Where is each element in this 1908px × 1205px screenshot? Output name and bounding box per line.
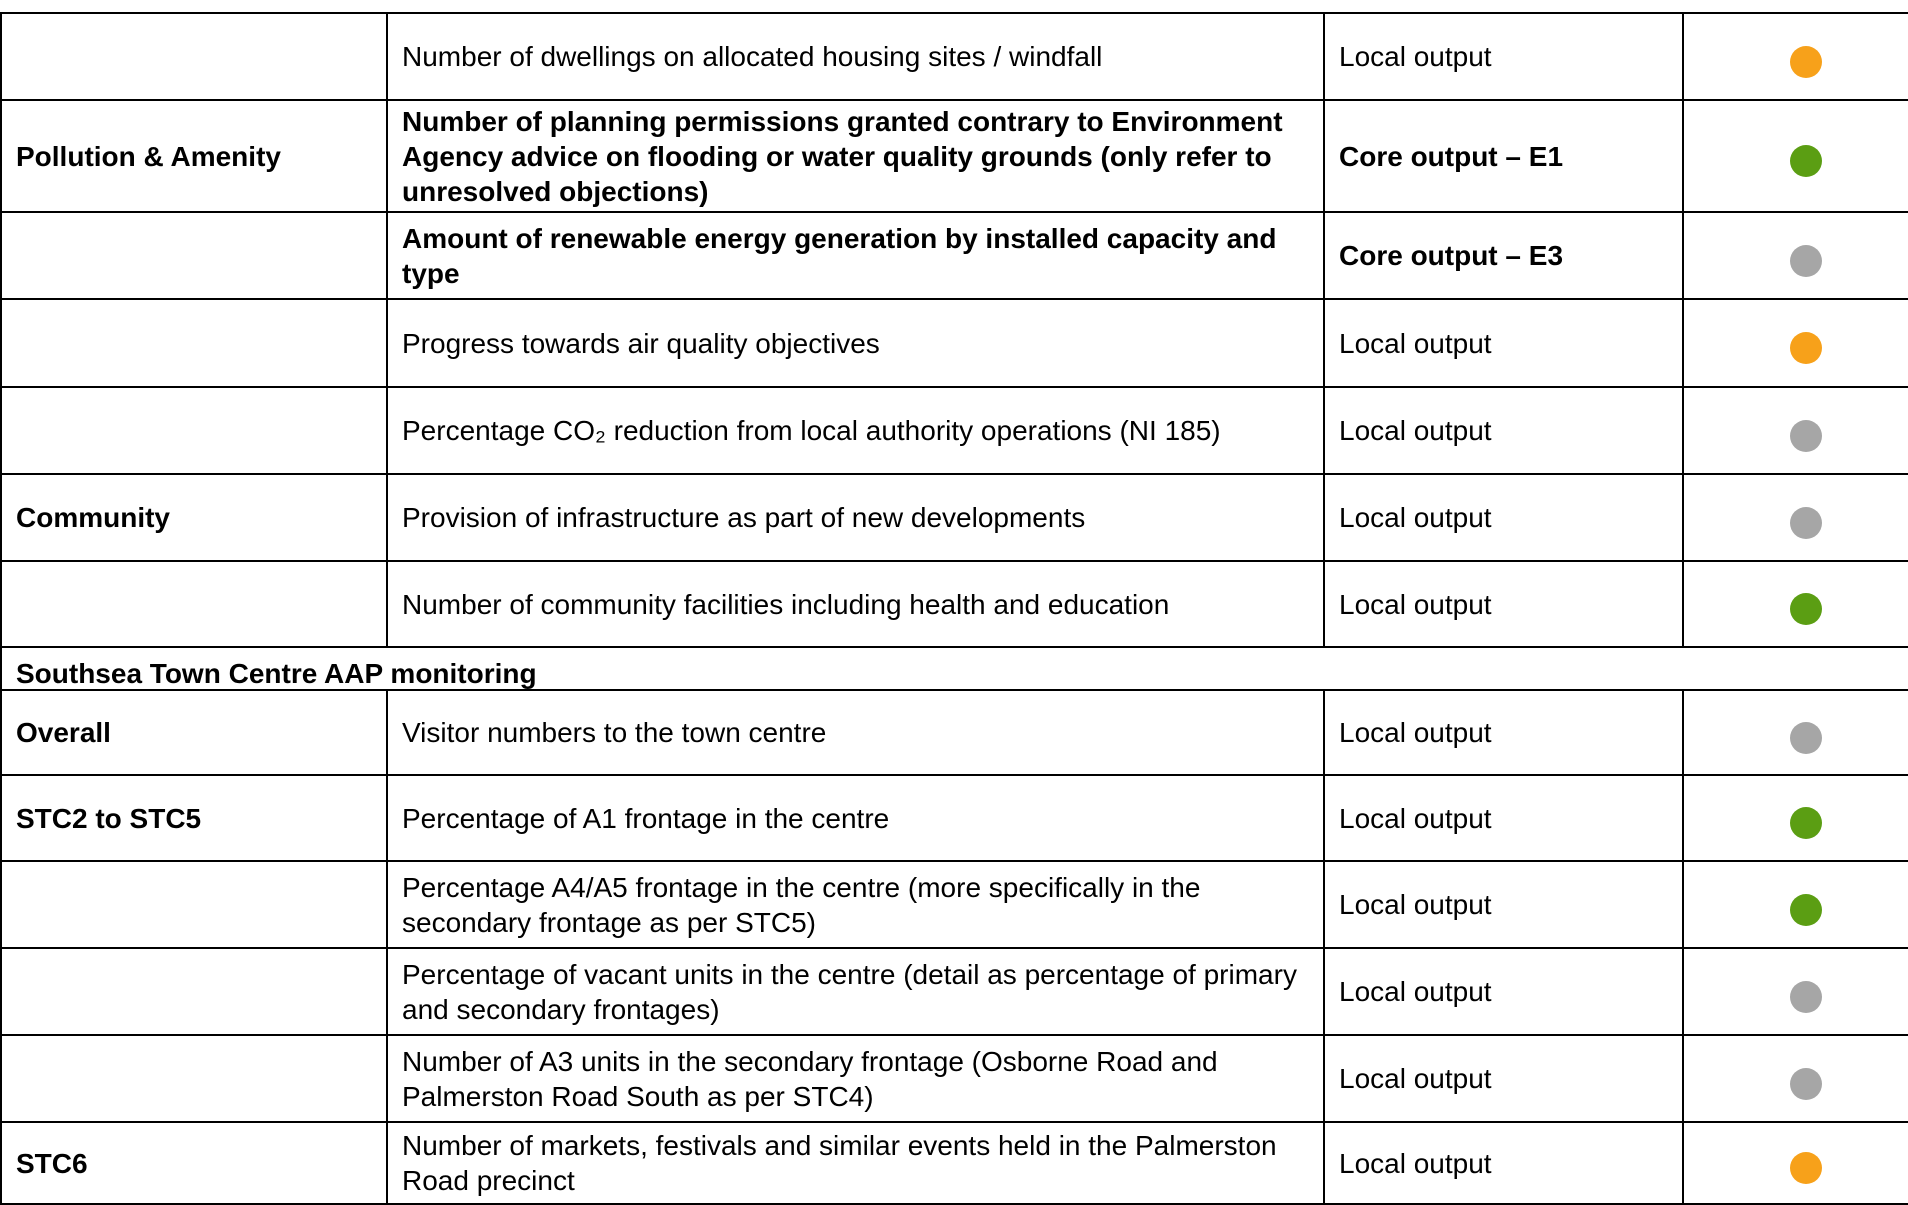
- status-dot: [1790, 1067, 1822, 1100]
- type-cell: Local output: [1323, 947, 1684, 1036]
- status-cell: [1682, 774, 1908, 862]
- indicator-cell: Amount of renewable energy generation by…: [386, 211, 1325, 300]
- indicator-cell: Number of dwellings on allocated housing…: [386, 12, 1325, 101]
- table-row: Pollution & Amenity Number of planning pe…: [0, 99, 1908, 213]
- topic-cell: [0, 560, 388, 648]
- table-row: Progress towards air quality objectives L…: [0, 298, 1908, 388]
- status-cell: [1682, 560, 1908, 648]
- table-row: Amount of renewable energy generation by…: [0, 211, 1908, 300]
- status-dot: [1790, 145, 1822, 177]
- indicator-cell: Number of community facilities including…: [386, 560, 1325, 648]
- status-cell: [1682, 1034, 1908, 1123]
- table-row: STC2 to STC5 Percentage of A1 frontage in…: [0, 774, 1908, 862]
- type-cell: Local output: [1323, 298, 1684, 388]
- type-cell: Local output: [1323, 1034, 1684, 1123]
- table-row: Number of A3 units in the secondary fron…: [0, 1034, 1908, 1123]
- status-dot: [1790, 332, 1822, 364]
- status-cell: [1682, 473, 1908, 562]
- status-cell: [1682, 211, 1908, 300]
- indicator-cell: Progress towards air quality objectives: [386, 298, 1325, 388]
- indicator-cell: Percentage CO₂ reduction from local auth…: [386, 386, 1325, 475]
- monitoring-table: Number of dwellings on allocated housing…: [0, 12, 1908, 1205]
- table-row: Number of dwellings on allocated housing…: [0, 12, 1908, 101]
- status-dot: [1790, 419, 1822, 452]
- section-header: Southsea Town Centre AAP monitoring: [0, 646, 1908, 691]
- status-dot: [1790, 807, 1822, 839]
- status-dot: [1790, 980, 1822, 1013]
- topic-cell: STC2 to STC5: [0, 774, 388, 862]
- status-dot: [1790, 506, 1822, 539]
- indicator-cell: Percentage of vacant units in the centre…: [386, 947, 1325, 1036]
- type-cell: Core output – E3: [1323, 211, 1684, 300]
- status-cell: [1682, 947, 1908, 1036]
- topic-cell: [0, 12, 388, 101]
- status-dot: [1790, 1152, 1822, 1184]
- table-row: Percentage A4/A5 frontage in the centre …: [0, 860, 1908, 949]
- type-cell: Local output: [1323, 560, 1684, 648]
- type-cell: Local output: [1323, 386, 1684, 475]
- type-cell: Local output: [1323, 473, 1684, 562]
- type-cell: Local output: [1323, 689, 1684, 776]
- table-wrap: Number of dwellings on allocated housing…: [0, 12, 1908, 1205]
- status-cell: [1682, 12, 1908, 101]
- status-dot: [1790, 45, 1822, 78]
- status-dot: [1790, 244, 1822, 277]
- indicator-cell: Number of planning permissions granted c…: [386, 99, 1325, 213]
- topic-cell: [0, 298, 388, 388]
- topic-cell: [0, 1034, 388, 1123]
- topic-cell: Pollution & Amenity: [0, 99, 388, 213]
- topic-cell: Community: [0, 473, 388, 562]
- status-cell: [1682, 1121, 1908, 1205]
- table-row: Community Provision of infrastructure as …: [0, 473, 1908, 562]
- topic-cell: [0, 211, 388, 300]
- type-cell: Local output: [1323, 1121, 1684, 1205]
- indicator-cell: Provision of infrastructure as part of n…: [386, 473, 1325, 562]
- topic-cell: [0, 386, 388, 475]
- table-row: Number of community facilities including…: [0, 560, 1908, 648]
- status-cell: [1682, 298, 1908, 388]
- indicator-cell: Visitor numbers to the town centre: [386, 689, 1325, 776]
- type-cell: Core output – E1: [1323, 99, 1684, 213]
- status-cell: [1682, 860, 1908, 949]
- type-cell: Local output: [1323, 12, 1684, 101]
- status-cell: [1682, 386, 1908, 475]
- table-row: Overall Visitor numbers to the town centr…: [0, 689, 1908, 776]
- table-row: Percentage of vacant units in the centre…: [0, 947, 1908, 1036]
- topic-cell: [0, 860, 388, 949]
- indicator-cell: Number of markets, festivals and similar…: [386, 1121, 1325, 1205]
- status-dot: [1790, 721, 1822, 754]
- type-cell: Local output: [1323, 774, 1684, 862]
- table-row: STC6 Number of markets, festivals and sim…: [0, 1121, 1908, 1205]
- status-cell: [1682, 99, 1908, 213]
- topic-cell: Overall: [0, 689, 388, 776]
- status-cell: [1682, 689, 1908, 776]
- indicator-cell: Percentage of A1 frontage in the centre: [386, 774, 1325, 862]
- topic-cell: STC6: [0, 1121, 388, 1205]
- table-row: Southsea Town Centre AAP monitoring: [0, 646, 1908, 691]
- status-dot: [1790, 893, 1822, 926]
- indicator-cell: Number of A3 units in the secondary fron…: [386, 1034, 1325, 1123]
- topic-cell: [0, 947, 388, 1036]
- table-row: Percentage CO₂ reduction from local auth…: [0, 386, 1908, 475]
- indicator-cell: Percentage A4/A5 frontage in the centre …: [386, 860, 1325, 949]
- type-cell: Local output: [1323, 860, 1684, 949]
- status-dot: [1790, 593, 1822, 625]
